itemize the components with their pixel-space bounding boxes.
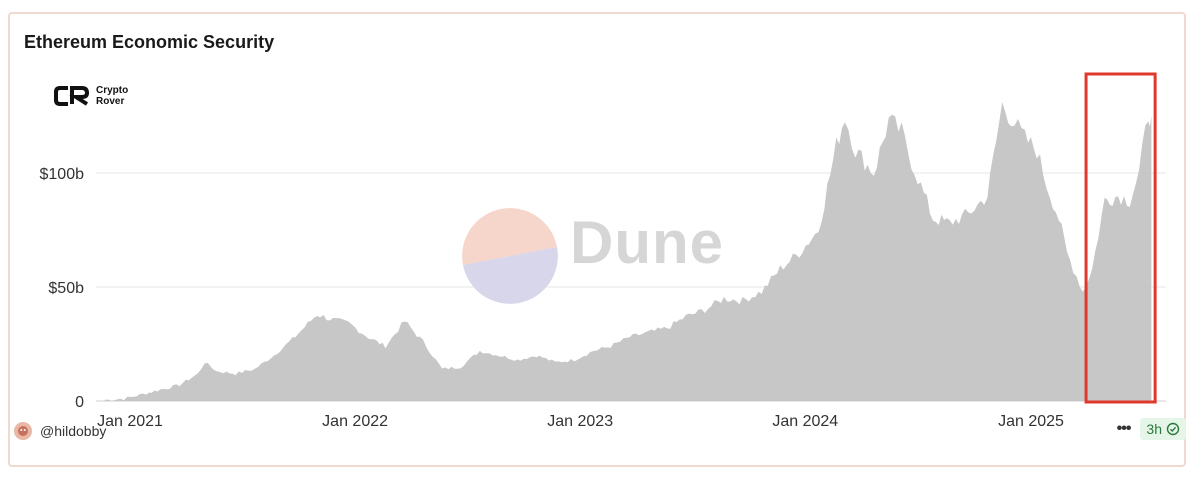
- avatar-face-icon: [18, 426, 28, 436]
- y-tick-label: $50b: [48, 280, 84, 297]
- more-options-icon[interactable]: •••: [1116, 420, 1132, 437]
- x-axis: Jan 2021 Jan 2022 Jan 2023 Jan 2024 Jan 2025: [97, 413, 1064, 430]
- dune-circle-bottom: [463, 247, 558, 304]
- dune-logo-placeholder: [455, 195, 550, 290]
- y-axis: 0 $50b $100b: [40, 166, 85, 411]
- series-area: [104, 102, 1152, 401]
- dune-watermark-text: Dune: [570, 209, 724, 276]
- author-row[interactable]: @hildobby: [14, 422, 106, 440]
- highlight-box: [1084, 72, 1157, 404]
- logo-text: Crypto Rover: [96, 85, 128, 107]
- logo-line-1: Crypto: [96, 85, 129, 96]
- dune-circle-top: [462, 208, 557, 265]
- logo-line-2: Rover: [96, 96, 125, 107]
- chart-tools: ••• 3h: [1117, 418, 1186, 440]
- x-tick-label: Jan 2022: [322, 413, 388, 430]
- x-tick-label: Jan 2025: [998, 413, 1064, 430]
- author-handle[interactable]: @hildobby: [40, 423, 107, 439]
- x-tick-label: Jan 2021: [97, 413, 163, 430]
- refresh-time: 3h: [1146, 421, 1162, 437]
- crypto-rover-logo: Crypto Rover: [54, 84, 128, 108]
- y-tick-label: $100b: [40, 166, 85, 183]
- avatar: [14, 422, 32, 440]
- chart-title: Ethereum Economic Security: [24, 32, 275, 52]
- crypto-rover-logo-icon: [54, 86, 90, 106]
- refresh-badge[interactable]: 3h: [1140, 418, 1186, 440]
- dune-watermark: Dune: [455, 195, 724, 290]
- x-tick-label: Jan 2023: [547, 413, 613, 430]
- check-circle-icon: [1166, 422, 1180, 436]
- x-tick-label: Jan 2024: [772, 413, 838, 430]
- y-tick-label: 0: [75, 394, 84, 411]
- dune-watermark-circle: [462, 208, 558, 304]
